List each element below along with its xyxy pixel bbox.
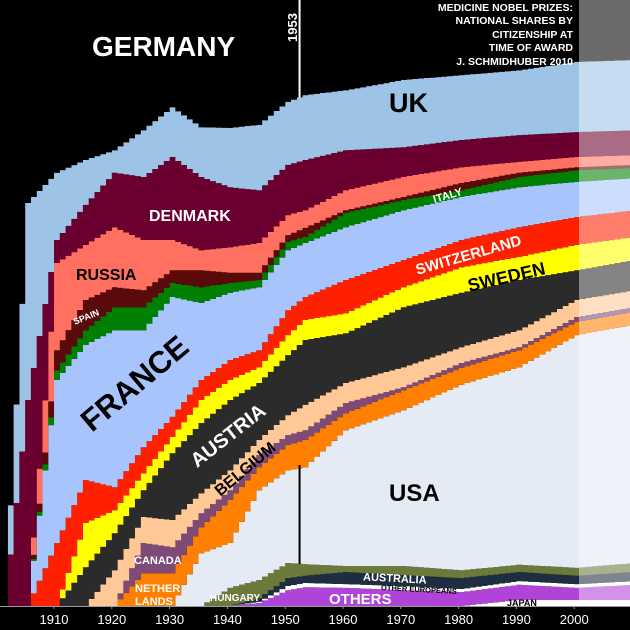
- label-netherlands-2: LANDS: [135, 596, 173, 608]
- x-tick-label: 1940: [213, 612, 242, 627]
- marker-year-label: 1953: [284, 13, 300, 42]
- x-tick-label: 1980: [444, 612, 473, 627]
- x-tick-label: 1950: [271, 612, 300, 627]
- x-tick-label: 1910: [40, 612, 69, 627]
- area-others: [2, 584, 630, 606]
- area-other_europeans: [2, 581, 630, 606]
- title-author-line: J. SCHMIDHUBER 2010: [456, 55, 573, 68]
- label-russia: RUSSIA: [76, 267, 137, 284]
- x-tick-label: 1960: [329, 612, 358, 627]
- area-austria: [2, 261, 630, 606]
- area-switzerland: [2, 210, 630, 606]
- title-line: CITIZENSHIP AT: [492, 28, 573, 41]
- x-tick-label: 1930: [155, 612, 184, 627]
- title-line: MEDICINE NOBEL PRIZES:: [437, 2, 573, 14]
- label-usa: USA: [389, 480, 440, 507]
- faded-recent-overlay: [579, 0, 630, 606]
- x-tick-label: 1990: [502, 612, 531, 627]
- area-france: [2, 178, 630, 606]
- area-germany: [2, 0, 630, 606]
- label-canada: CANADA: [134, 555, 182, 567]
- chart-title: MEDICINE NOBEL PRIZES: NATIONAL SHARES B…: [438, 2, 573, 69]
- title-line: NATIONAL SHARES BY: [455, 15, 573, 28]
- x-tick-label: 1970: [386, 612, 415, 627]
- title-line: TIME OF AWARD: [488, 42, 573, 55]
- area-usa: [2, 325, 630, 606]
- label-denmark: DENMARK: [149, 208, 231, 225]
- area-japan: [2, 599, 630, 606]
- x-tick-label: 1920: [97, 612, 126, 627]
- label-others: OTHERS: [329, 591, 392, 608]
- x-axis-band: [0, 606, 630, 630]
- label-japan: JAPAN: [507, 598, 537, 608]
- area-belgium: [2, 291, 630, 606]
- area-uk: [2, 60, 630, 606]
- label-germany: GERMANY: [92, 31, 236, 62]
- label-hungary: HUNGARY: [210, 593, 261, 604]
- label-netherlands: NETHER: [135, 583, 181, 595]
- area-russia: [2, 155, 630, 606]
- area-australia: [2, 572, 630, 606]
- label-uk: UK: [389, 88, 428, 118]
- x-tick-label: 2000: [560, 612, 589, 627]
- area-hungary: [2, 562, 630, 606]
